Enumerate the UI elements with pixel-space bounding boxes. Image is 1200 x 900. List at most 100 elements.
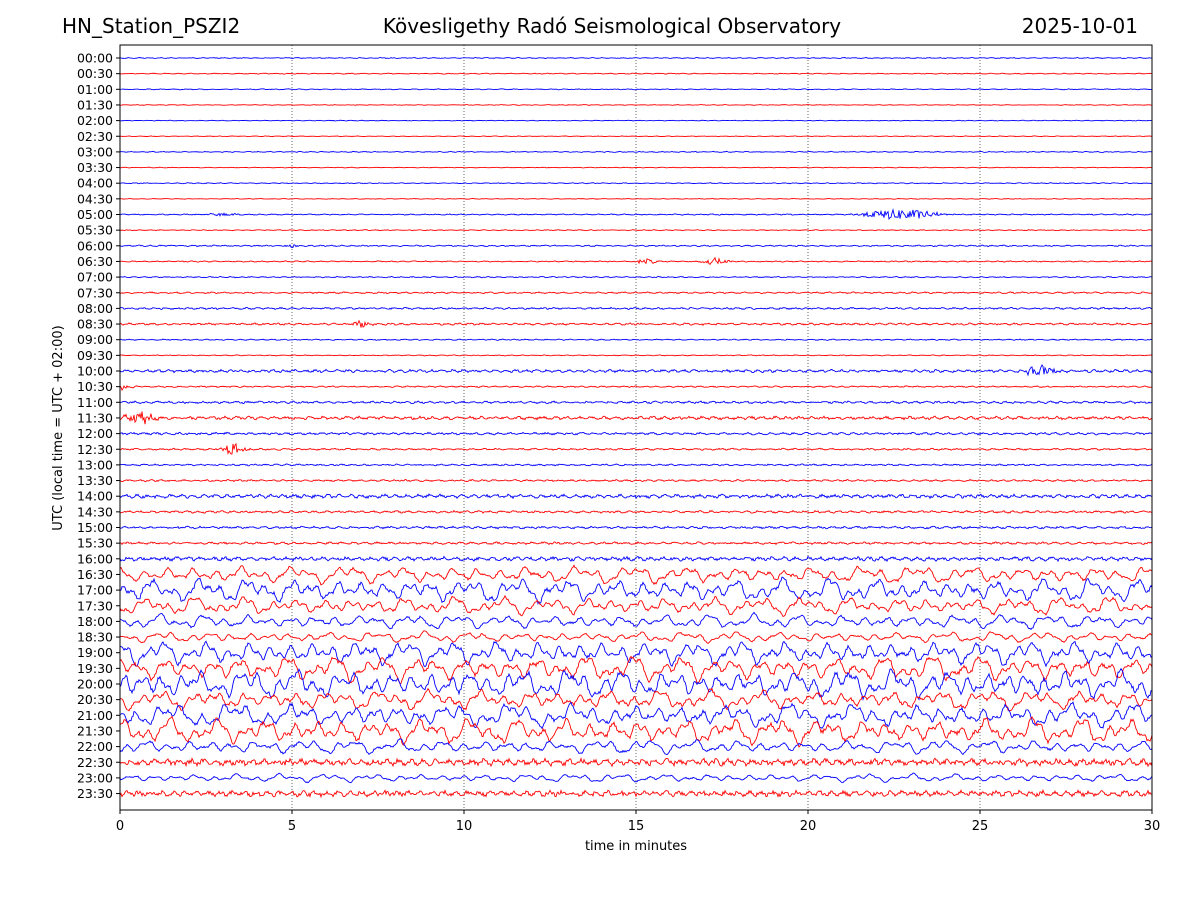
trace-1200: [119, 431, 1153, 436]
trace-1330: [119, 478, 1153, 483]
grid: [291, 45, 981, 810]
y-tick-label: 14:00: [77, 489, 113, 504]
trace-1230: [119, 442, 1153, 455]
trace-0430: [119, 197, 1153, 200]
trace-1130: [119, 411, 1153, 425]
trace-2200: [119, 738, 1153, 756]
y-tick-label: 22:30: [77, 755, 113, 770]
y-tick-label: 10:00: [77, 364, 113, 379]
y-tick-label: 15:30: [77, 536, 113, 551]
y-tick-label: 20:00: [77, 677, 113, 692]
y-tick-label: 13:00: [77, 457, 113, 472]
observatory-title: Kövesligethy Radó Seismological Observat…: [382, 14, 842, 38]
trace-0500: [119, 208, 1153, 220]
y-tick-label: 00:00: [77, 51, 113, 66]
y-tick-label: 01:00: [77, 82, 113, 97]
trace-2330: [119, 789, 1153, 799]
trace-0600: [119, 244, 1153, 248]
trace-0700: [119, 275, 1153, 279]
y-tick-label: 19:30: [77, 661, 113, 676]
station-name: HN_Station_PSZI2: [62, 14, 241, 38]
trace-1930: [119, 655, 1153, 685]
y-tick-label: 12:00: [77, 426, 113, 441]
y-tick-label: 10:30: [77, 379, 113, 394]
y-tick-label: 18:30: [77, 630, 113, 645]
y-tick-label: 11:00: [77, 395, 113, 410]
trace-1800: [119, 611, 1153, 631]
trace-1500: [119, 525, 1153, 530]
y-tick-label: 08:00: [77, 301, 113, 316]
y-tick-label: 00:30: [77, 66, 113, 81]
trace-0100: [119, 88, 1153, 91]
trace-0630: [119, 256, 1153, 266]
trace-0230: [119, 135, 1152, 138]
x-tick-label: 0: [116, 819, 124, 834]
y-tick-label: 22:00: [77, 739, 113, 754]
trace-2030: [119, 687, 1153, 712]
trace-2100: [119, 701, 1153, 730]
trace-0800: [119, 306, 1153, 311]
y-tick-label: 09:00: [77, 332, 113, 347]
trace-1030: [119, 384, 1153, 392]
x-axis-label: time in minutes: [585, 839, 687, 854]
y-tick-label: 04:30: [77, 191, 113, 206]
trace-1730: [119, 594, 1153, 617]
y-tick-label: 11:30: [77, 410, 113, 425]
y-tick-label: 05:30: [77, 223, 113, 238]
trace-2000: [119, 667, 1153, 702]
trace-1700: [119, 576, 1153, 605]
y-tick-label: 14:30: [77, 504, 113, 519]
trace-0030: [119, 72, 1153, 75]
trace-1430: [119, 509, 1153, 514]
trace-0200: [119, 119, 1153, 122]
trace-0730: [119, 291, 1153, 295]
y-tick-label: 07:00: [77, 270, 113, 285]
trace-0330: [119, 166, 1153, 169]
x-tick-label: 15: [628, 819, 645, 834]
trace-1830: [119, 630, 1153, 644]
axes: 0 5 10 15 20 25 30 00:0000:3001:0001:3002:0002:…: [77, 51, 1160, 835]
trace-group: [119, 57, 1153, 799]
y-tick-label: 19:00: [77, 645, 113, 660]
trace-2130: [119, 715, 1153, 748]
x-tick-label: 10: [456, 819, 473, 834]
y-tick-label: 15:00: [77, 520, 113, 535]
trace-0130: [119, 104, 1153, 106]
trace-0830: [119, 319, 1153, 328]
y-tick-label: 18:00: [77, 614, 113, 629]
trace-1300: [119, 463, 1153, 467]
trace-1600: [119, 555, 1153, 563]
trace-1400: [119, 493, 1153, 500]
y-tick-label: 16:00: [77, 551, 113, 566]
y-tick-label: 07:30: [77, 285, 113, 300]
y-tick-label: 06:00: [77, 238, 113, 253]
y-tick-label: 03:00: [77, 144, 113, 159]
y-tick-label: 16:30: [77, 567, 113, 582]
y-tick-label: 04:00: [77, 176, 113, 191]
trace-0900: [119, 338, 1153, 341]
trace-1100: [119, 400, 1153, 405]
trace-1530: [119, 541, 1153, 546]
trace-2300: [119, 772, 1153, 784]
trace-0530: [119, 229, 1153, 232]
y-axis-label: UTC (local time = UTC + 02:00): [51, 325, 66, 530]
y-tick-label: 03:30: [77, 160, 113, 175]
y-tick-label: 23:00: [77, 770, 113, 785]
trace-0400: [119, 182, 1153, 185]
record-date: 2025-10-01: [1021, 14, 1138, 38]
trace-0300: [119, 150, 1153, 153]
x-tick-label: 5: [288, 819, 296, 834]
y-tick-label: 06:30: [77, 254, 113, 269]
y-tick-label: 01:30: [77, 97, 113, 112]
y-tick-label: 17:00: [77, 583, 113, 598]
x-tick-label: 20: [800, 819, 817, 834]
trace-1000: [119, 364, 1153, 377]
y-tick-label: 23:30: [77, 786, 113, 801]
y-tick-label: 21:00: [77, 708, 113, 723]
trace-0000: [119, 57, 1153, 60]
y-tick-label: 12:30: [77, 442, 113, 457]
y-tick-label: 20:30: [77, 692, 113, 707]
y-tick-label: 08:30: [77, 317, 113, 332]
y-tick-label: 09:30: [77, 348, 113, 363]
